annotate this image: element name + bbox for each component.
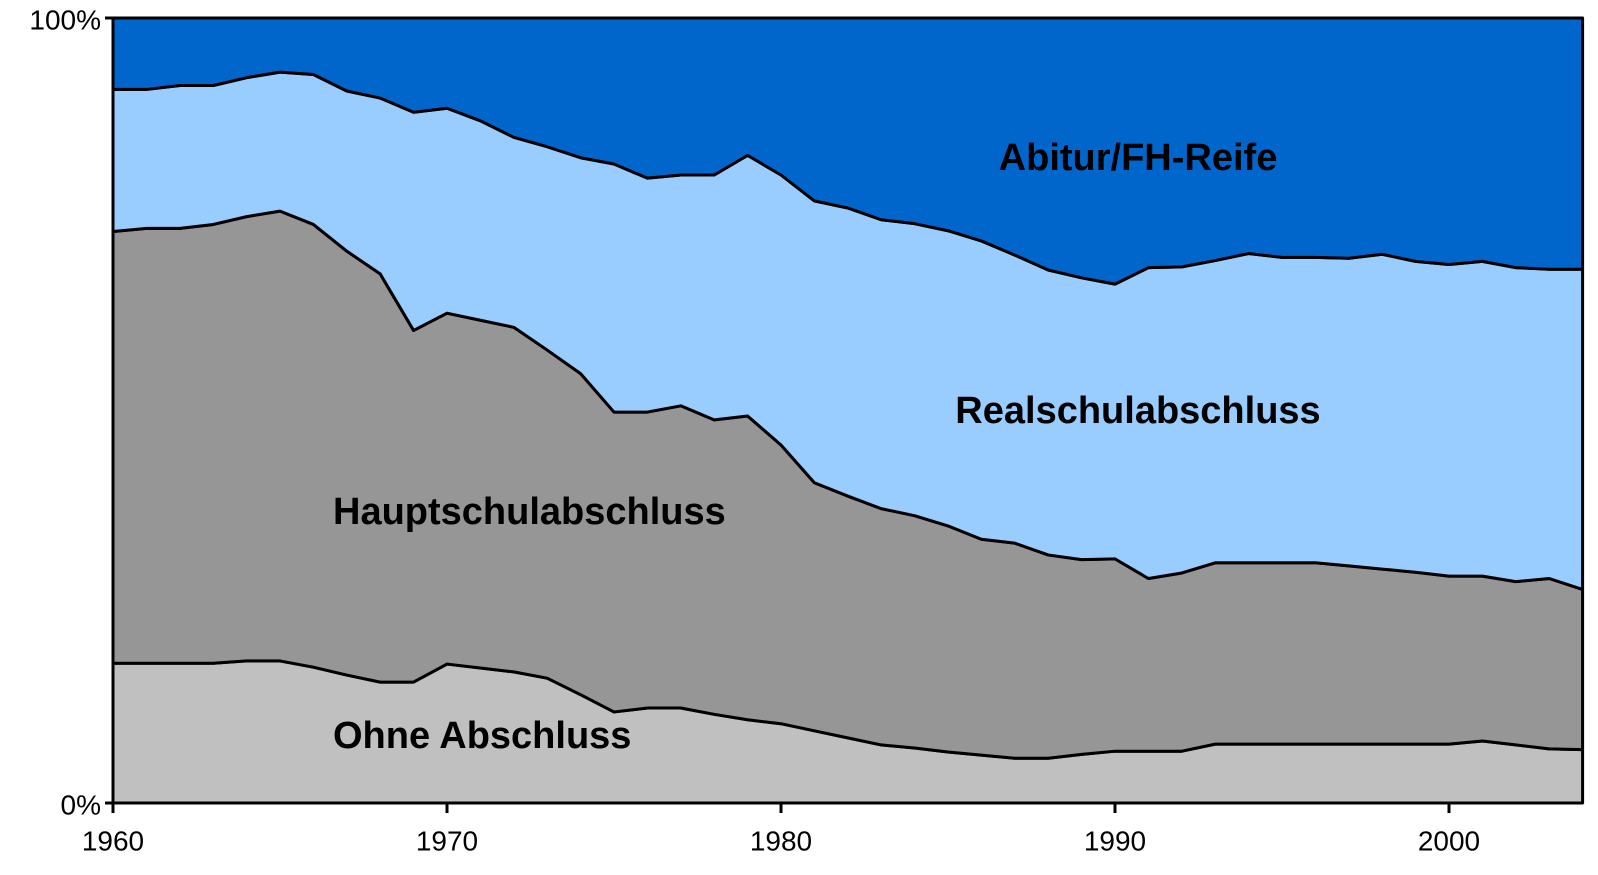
x-tick-label: 2000: [1418, 825, 1480, 856]
y-tick-label: 100%: [29, 4, 101, 35]
x-tick-label: 1960: [82, 825, 144, 856]
x-tick-label: 1990: [1084, 825, 1146, 856]
x-tick-label: 1970: [416, 825, 478, 856]
series-label: Ohne Abschluss: [333, 715, 631, 757]
series-label: Hauptschulabschluss: [333, 491, 726, 533]
series-label: Abitur/FH-Reife: [999, 137, 1278, 179]
series-label: Realschulabschluss: [955, 390, 1320, 432]
x-tick-label: 1980: [750, 825, 812, 856]
y-tick-label: 0%: [61, 789, 101, 820]
